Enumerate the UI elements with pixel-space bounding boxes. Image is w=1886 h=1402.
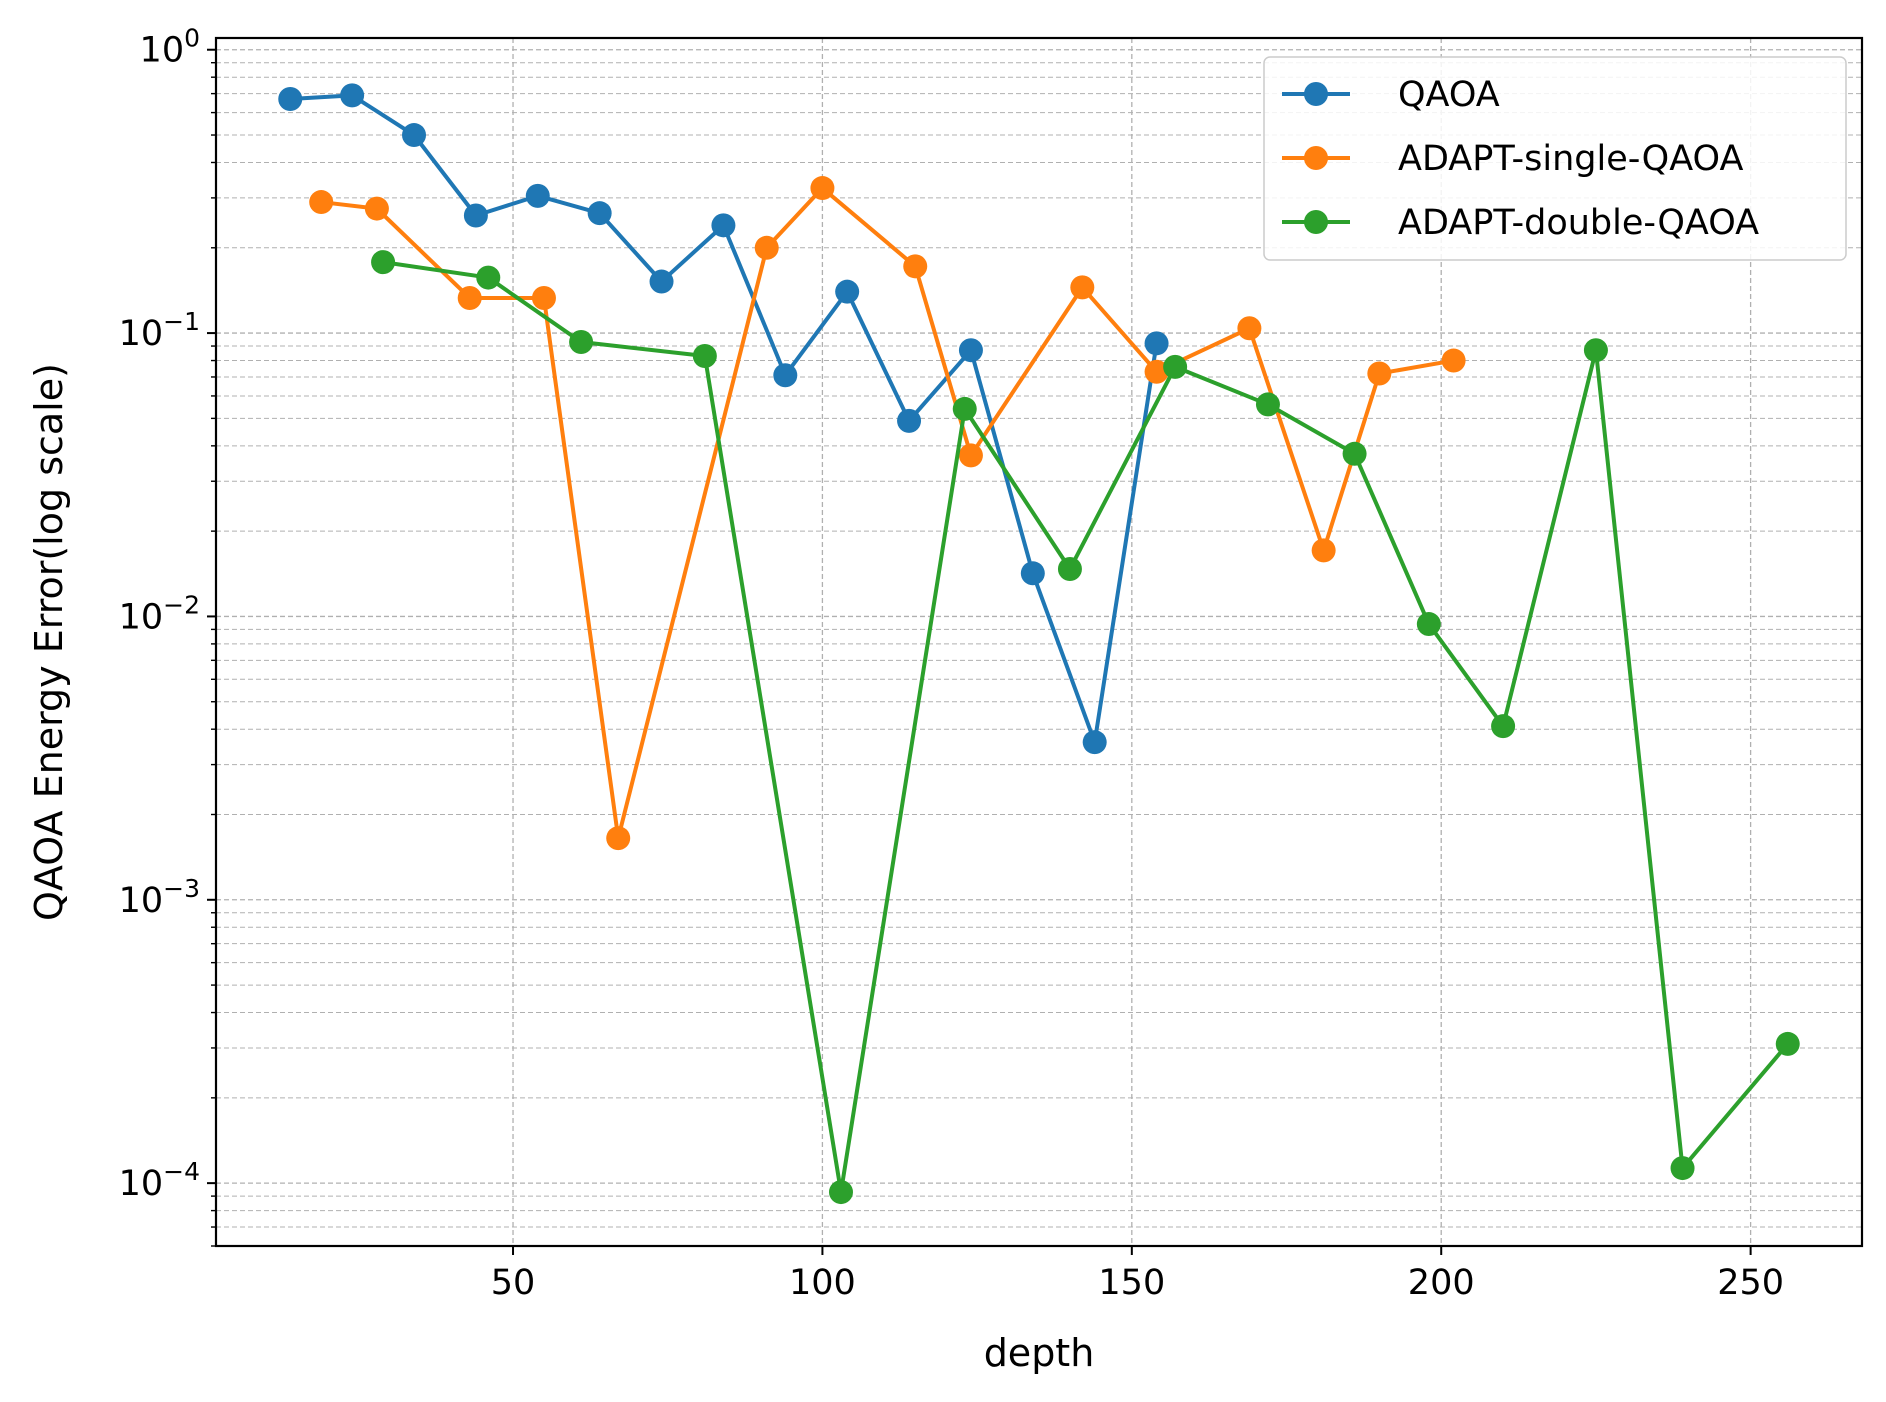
data-point [1342, 441, 1367, 466]
data-point [364, 196, 389, 221]
x-tick-label: 100 [789, 1263, 856, 1303]
data-point [1144, 331, 1169, 356]
data-point [828, 1180, 853, 1205]
series-line [382, 260, 1790, 1195]
legend-marker [1304, 82, 1328, 106]
data-point [463, 203, 488, 228]
data-point [835, 279, 860, 304]
x-axis-label: depth [984, 1331, 1095, 1375]
x-tick-label: 150 [1098, 1263, 1165, 1303]
data-point [1311, 538, 1336, 563]
data-point [903, 254, 928, 279]
data-point [1144, 359, 1169, 384]
data-point [1020, 561, 1045, 586]
x-tick-label: 250 [1717, 1263, 1784, 1303]
data-point [1416, 612, 1441, 637]
legend-label: ADAPT-double-QAOA [1398, 203, 1759, 243]
data-point [476, 265, 501, 290]
data-point [1082, 730, 1107, 755]
data-point [773, 363, 798, 388]
data-point [309, 190, 334, 215]
grid-lines [216, 38, 1862, 1247]
data-point [340, 83, 365, 108]
data-point [958, 443, 983, 468]
data-point [525, 183, 550, 208]
data-point [587, 201, 612, 226]
series-0 [278, 83, 1169, 755]
data-point [1237, 316, 1262, 341]
x-tick-label: 50 [491, 1263, 536, 1303]
data-point [1070, 275, 1095, 300]
data-point [692, 344, 717, 369]
plot-frame [214, 36, 1864, 1248]
legend-marker [1304, 146, 1328, 170]
data-point [810, 176, 835, 201]
legend-label: ADAPT-single-QAOA [1398, 139, 1743, 179]
data-point [1441, 348, 1466, 373]
legend-label: QAOA [1398, 75, 1500, 115]
data-point [1163, 354, 1188, 379]
data-point [371, 250, 396, 275]
series-1 [309, 176, 1466, 851]
data-point [897, 408, 922, 433]
y-tick-label: 10−3 [119, 874, 200, 921]
data-point [1255, 392, 1280, 417]
y-tick-label: 10−2 [119, 590, 200, 637]
data-point [958, 338, 983, 363]
data-point [531, 285, 556, 310]
series-layer [278, 83, 1800, 1205]
data-point [606, 826, 631, 851]
x-tick-label: 200 [1408, 1263, 1475, 1303]
legend: QAOA ADAPT-single-QAOA ADAPT-double-QAOA [1263, 56, 1847, 261]
data-point [457, 285, 482, 310]
data-point [952, 396, 977, 421]
data-point [402, 123, 427, 148]
y-tick-label: 10−1 [119, 307, 200, 354]
data-point [649, 269, 674, 294]
y-tick-label: 10−4 [119, 1157, 200, 1204]
data-point [1057, 557, 1082, 582]
data-point [1583, 338, 1608, 363]
data-point [1775, 1031, 1800, 1056]
data-point [1670, 1156, 1695, 1181]
legend-marker [1304, 210, 1328, 234]
y-axis-label: QAOA Energy Error(log scale) [27, 363, 71, 921]
data-point [754, 235, 779, 260]
data-point [1491, 714, 1516, 739]
data-point [711, 213, 736, 238]
data-point [569, 330, 594, 355]
y-tick-label: 100 [140, 24, 200, 71]
data-point [1367, 361, 1392, 386]
series-2 [371, 250, 1800, 1205]
data-point [278, 87, 303, 112]
axes: 50 100 150 200 250 10−4 10−3 10−2 10−1 100 [119, 24, 1784, 1303]
legend-frame [1263, 56, 1847, 261]
